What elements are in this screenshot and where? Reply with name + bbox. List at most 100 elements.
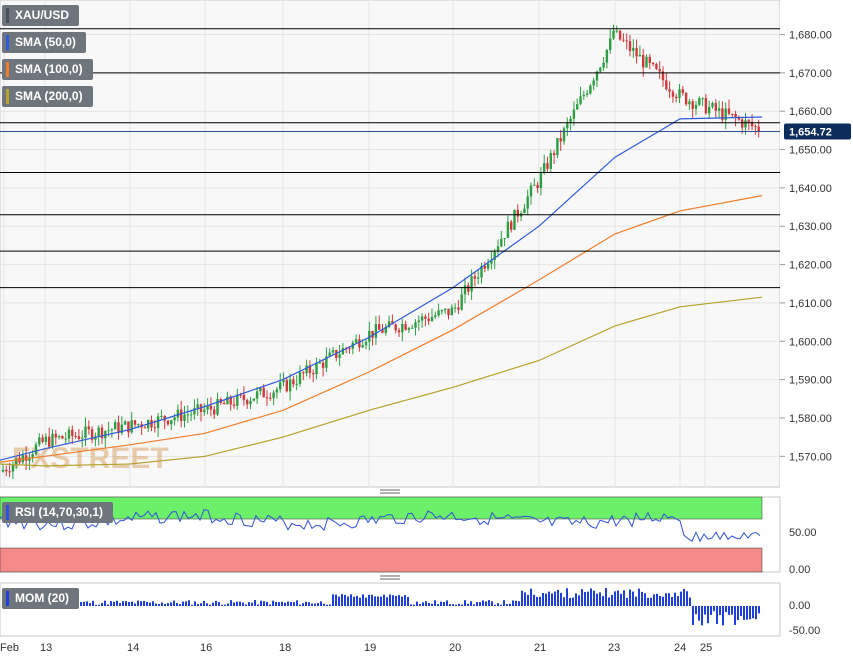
mom-bar	[446, 600, 448, 606]
candle-body	[589, 85, 592, 94]
candle-body	[510, 221, 513, 230]
mom-bar	[353, 596, 355, 606]
mom-bar	[680, 591, 682, 606]
candle-body	[361, 345, 364, 348]
candle-body	[90, 429, 94, 440]
mom-bar	[257, 604, 259, 606]
axis-bg	[780, 0, 853, 658]
sma200-tag[interactable]: SMA (200,0)	[2, 86, 93, 107]
candle-body	[166, 420, 170, 425]
mom-bar	[344, 594, 346, 606]
candle-body	[506, 221, 510, 238]
mom-bar	[368, 594, 370, 606]
rsi-swatch	[6, 505, 9, 520]
candle-body	[81, 437, 84, 439]
mom-bar	[380, 596, 382, 606]
candle-body	[681, 89, 684, 94]
candle-body	[331, 350, 335, 353]
mom-bar	[278, 602, 280, 606]
mom-bar	[281, 601, 283, 606]
mom-bar	[287, 601, 289, 606]
mom-bar	[296, 600, 298, 606]
candle-body	[714, 103, 717, 111]
mom-bar	[116, 600, 118, 606]
candle-body	[272, 392, 275, 399]
mom-bar	[224, 604, 226, 606]
candle-body	[209, 405, 213, 410]
sma100-tag[interactable]: SMA (100,0)	[2, 59, 93, 80]
candle-body	[724, 108, 727, 120]
mom-bar	[260, 600, 262, 606]
mom-bar	[587, 591, 589, 606]
candle-body	[453, 307, 457, 309]
candle-body	[632, 47, 635, 51]
mom-bar	[497, 603, 499, 606]
last-price-label: 1,654.72	[789, 126, 832, 138]
candle-body	[51, 433, 54, 447]
candle-body	[364, 341, 368, 346]
candle-body	[114, 422, 117, 430]
candle-body	[757, 126, 760, 133]
candle-body	[694, 104, 698, 109]
candle-body	[269, 397, 272, 399]
mom-bar	[488, 600, 490, 606]
mom-bar	[113, 601, 115, 606]
candle-body	[391, 321, 394, 325]
mom-bar	[401, 596, 403, 606]
mom-bar	[242, 602, 244, 606]
candle-body	[543, 163, 546, 173]
mom-bar	[143, 600, 145, 606]
mom-bar	[218, 602, 220, 606]
mom-bar	[275, 601, 277, 606]
mom-bar	[590, 588, 592, 606]
mom-tag[interactable]: MOM (20)	[2, 588, 79, 609]
mom-bar	[575, 593, 577, 606]
sma50-tag[interactable]: SMA (50,0)	[2, 32, 86, 53]
price-tick-label: 1,630.00	[789, 221, 832, 233]
candle-body	[516, 209, 519, 217]
mom-panel-bg	[0, 582, 781, 637]
candle-body	[338, 354, 341, 358]
mom-bar	[734, 606, 736, 625]
sma100-label: SMA (100,0)	[15, 62, 83, 76]
candle-body	[259, 387, 262, 392]
candle-body	[430, 316, 434, 322]
candle-body	[552, 153, 556, 156]
candle-body	[180, 409, 183, 421]
candle-body	[612, 30, 615, 39]
candle-body	[602, 62, 605, 68]
mom-bar	[398, 595, 400, 606]
mom-bar	[128, 601, 130, 606]
candle-body	[529, 185, 533, 197]
candle-body	[576, 104, 579, 110]
mom-bar	[560, 592, 562, 606]
candle-body	[546, 163, 549, 169]
mom-bar	[596, 593, 598, 606]
mom-bar	[647, 597, 649, 606]
rsi-level-label: 50.00	[789, 527, 817, 539]
mom-bar	[377, 596, 379, 606]
candle-body	[378, 324, 381, 330]
mom-bar	[518, 601, 520, 606]
mom-bar	[182, 601, 184, 606]
mom-bar	[725, 606, 727, 613]
candle-body	[539, 172, 543, 189]
mom-bar	[407, 596, 409, 606]
mom-bar	[599, 592, 601, 606]
rsi-tag[interactable]: RSI (14,70,30,1)	[2, 502, 114, 523]
candle-body	[236, 394, 239, 406]
mom-bar	[245, 604, 247, 606]
candle-body	[143, 427, 147, 429]
candle-body	[213, 409, 216, 415]
candle-body	[246, 400, 249, 405]
candle-body	[444, 308, 447, 311]
mom-bar	[437, 604, 439, 606]
candle-body	[87, 426, 90, 430]
candle-body	[38, 437, 41, 445]
candle-body	[170, 420, 173, 425]
candle-body	[628, 41, 632, 51]
mom-bar	[305, 601, 307, 606]
candle-body	[371, 330, 374, 338]
candle-body	[549, 153, 552, 169]
candle-body	[460, 294, 463, 310]
